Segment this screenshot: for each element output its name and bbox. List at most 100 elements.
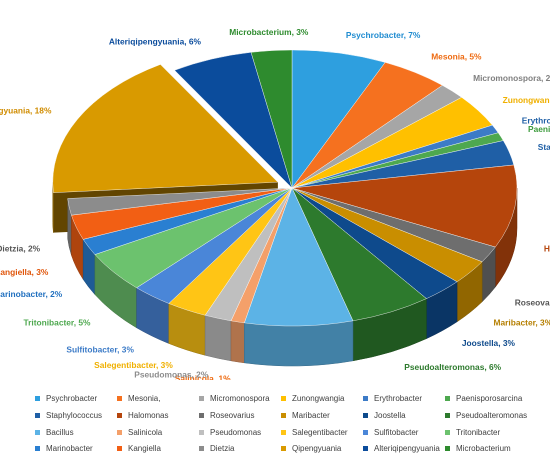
legend-label: Erythrobacter <box>374 393 423 403</box>
legend-label: Staphylococcus <box>46 410 103 420</box>
legend-label: Kangiella <box>128 443 161 453</box>
slice-label-erythrobacter: Erythrobacter, 1% <box>522 116 550 126</box>
slice-label-zunongwangia: Zunongwangia, 4% <box>503 95 550 105</box>
legend-swatch <box>281 395 286 401</box>
legend-item-erythrobacter: Erythrobacter <box>363 392 422 404</box>
legend-item-staphylococcus: Staphylococcus <box>35 409 102 421</box>
pie-chart: Psychrobacter, 7% Mesonia, 5% Micromonospo… <box>0 27 550 380</box>
legend-swatch <box>445 412 450 418</box>
legend-swatch <box>199 445 204 451</box>
legend-label: Halomonas <box>128 410 169 420</box>
legend-item-halomonas: Halomonas <box>117 409 168 421</box>
legend-label: Marinobacter <box>46 443 93 453</box>
slice-label-pseudoalteromonas: Pseudoalteromonas, 6% <box>404 362 501 372</box>
slice-label-tritonibacter: Tritonibacter, 5% <box>23 317 91 327</box>
legend-swatch <box>281 412 286 418</box>
legend-item-qipengyuania: Qipengyuania <box>281 442 341 454</box>
legend-label: Pseudomonas <box>210 427 262 437</box>
slice-label-joostella: Joostella, 3% <box>462 338 516 348</box>
legend-swatch <box>281 429 286 435</box>
pie-side-pseudomonas <box>204 314 232 362</box>
slice-label-maribacter: Maribacter, 3% <box>494 317 550 327</box>
pie-slice-bacillus <box>244 187 354 327</box>
pie-slice-qipengyuania <box>52 64 279 193</box>
legend-label: Alteriqipengyuania <box>374 443 440 453</box>
legend-label: Dietzia <box>210 443 235 453</box>
slice-label-kangiella: Kangiella, 3% <box>0 267 49 277</box>
legend-swatch <box>199 395 204 401</box>
legend-item-kangiella: Kangiella <box>117 442 161 454</box>
legend-item-micromonospora: Micromonospora <box>199 392 270 404</box>
legend-item-salegentibacter: Salegentibacter <box>281 426 348 438</box>
legend-label: Zunongwangia <box>292 393 345 403</box>
legend-item-salinicola: Salinicola <box>117 426 162 438</box>
slice-label-salinicola: Salinicola, 1% <box>175 374 231 380</box>
legend-label: Joostella <box>374 410 406 420</box>
legend-label: Paenisporosarcina <box>456 393 523 403</box>
legend-label: Qipengyuania <box>292 443 342 453</box>
legend-swatch <box>35 445 40 451</box>
legend-label: Roseovarius <box>210 410 255 420</box>
legend-swatch <box>117 445 122 451</box>
legend-swatch <box>445 445 450 451</box>
slice-label-marinobacter: Marinobacter, 2% <box>0 289 63 299</box>
legend-label: Microbacterium <box>456 443 511 453</box>
slice-label-microbacterium: Microbacterium, 3% <box>229 27 309 37</box>
slice-label-alteriqipengyuania: Alteriqipengyuania, 6% <box>109 37 202 47</box>
pie-slice-dietzia <box>67 187 293 216</box>
slice-label-sulfitobacter: Sulfitobacter, 3% <box>66 344 134 354</box>
legend-label: Salegentibacter <box>292 427 348 437</box>
slice-label-psychrobacter: Psychrobacter, 7% <box>346 30 421 40</box>
legend-item-pseudoalteromonas: Pseudoalteromonas <box>445 409 527 421</box>
pie-side-bacillus <box>244 320 354 367</box>
legend-item-psychrobacter: Psychrobacter <box>35 392 97 404</box>
legend-item-bacillus: Bacillus <box>35 426 74 438</box>
legend-label: Maribacter <box>292 410 330 420</box>
slice-label-mesonia: Mesonia, 5% <box>431 52 482 62</box>
legend-swatch <box>363 412 368 418</box>
legend-swatch <box>117 429 122 435</box>
slice-label-roseovarius: Roseovarius, 2% <box>515 297 550 307</box>
slice-label-dietzia: Dietzia, 2% <box>0 244 41 254</box>
slice-label-staphylococcus: Staphylococcus, 3% <box>538 142 550 152</box>
legend-item-microbacterium: Microbacterium <box>445 442 511 454</box>
legend-swatch <box>363 445 368 451</box>
pie-slice-halomonas <box>291 164 518 248</box>
legend-label: Tritonibacter <box>456 427 501 437</box>
legend-label: Pseudoalteromonas <box>456 410 528 420</box>
slice-label-paenisporosarcina: Paenisporosarcina, 1% <box>528 124 550 134</box>
legend-item-roseovarius: Roseovarius <box>199 409 254 421</box>
legend-label: Micromonospora <box>210 393 270 403</box>
legend-label: Sulfitobacter <box>374 427 419 437</box>
legend-item-marinobacter: Marinobacter <box>35 442 93 454</box>
legend-swatch <box>117 395 122 401</box>
legend-swatch <box>199 429 204 435</box>
slice-label-salegentibacter: Salegentibacter, 3% <box>94 360 173 370</box>
legend-label: Psychrobacter <box>46 393 98 403</box>
legend-label: Bacillus <box>46 427 74 437</box>
legend-item-dietzia: Dietzia <box>199 442 234 454</box>
legend-swatch <box>363 395 368 401</box>
legend-swatch <box>445 395 450 401</box>
legend-item-pseudomonas: Pseudomonas <box>199 426 261 438</box>
legend: Psychrobacter Mesonia, Micromonospora Zunon… <box>0 380 550 459</box>
legend-swatch <box>281 445 286 451</box>
legend-item-tritonibacter: Tritonibacter <box>445 426 500 438</box>
legend-item-sulfitobacter: Sulfitobacter <box>363 426 418 438</box>
legend-swatch <box>35 412 40 418</box>
legend-swatch <box>363 429 368 435</box>
legend-swatch <box>35 429 40 435</box>
pie-side-salinicola <box>230 320 245 364</box>
pie-slice-microbacterium <box>250 49 293 189</box>
pie-tops <box>52 49 518 327</box>
legend-swatch <box>199 412 204 418</box>
legend-swatch <box>445 429 450 435</box>
legend-item-maribacter: Maribacter <box>281 409 330 421</box>
legend-item-mesonia: Mesonia, <box>117 392 160 404</box>
slice-label-pseudomonas: Pseudomonas, 2% <box>134 369 209 379</box>
slice-label-qipengyuania: Qipengyuania, 18% <box>0 105 52 115</box>
legend-swatch <box>35 395 40 401</box>
legend-item-joostella: Joostella <box>363 409 406 421</box>
slice-label-halomonas: Halomonas, 10% <box>544 244 550 254</box>
